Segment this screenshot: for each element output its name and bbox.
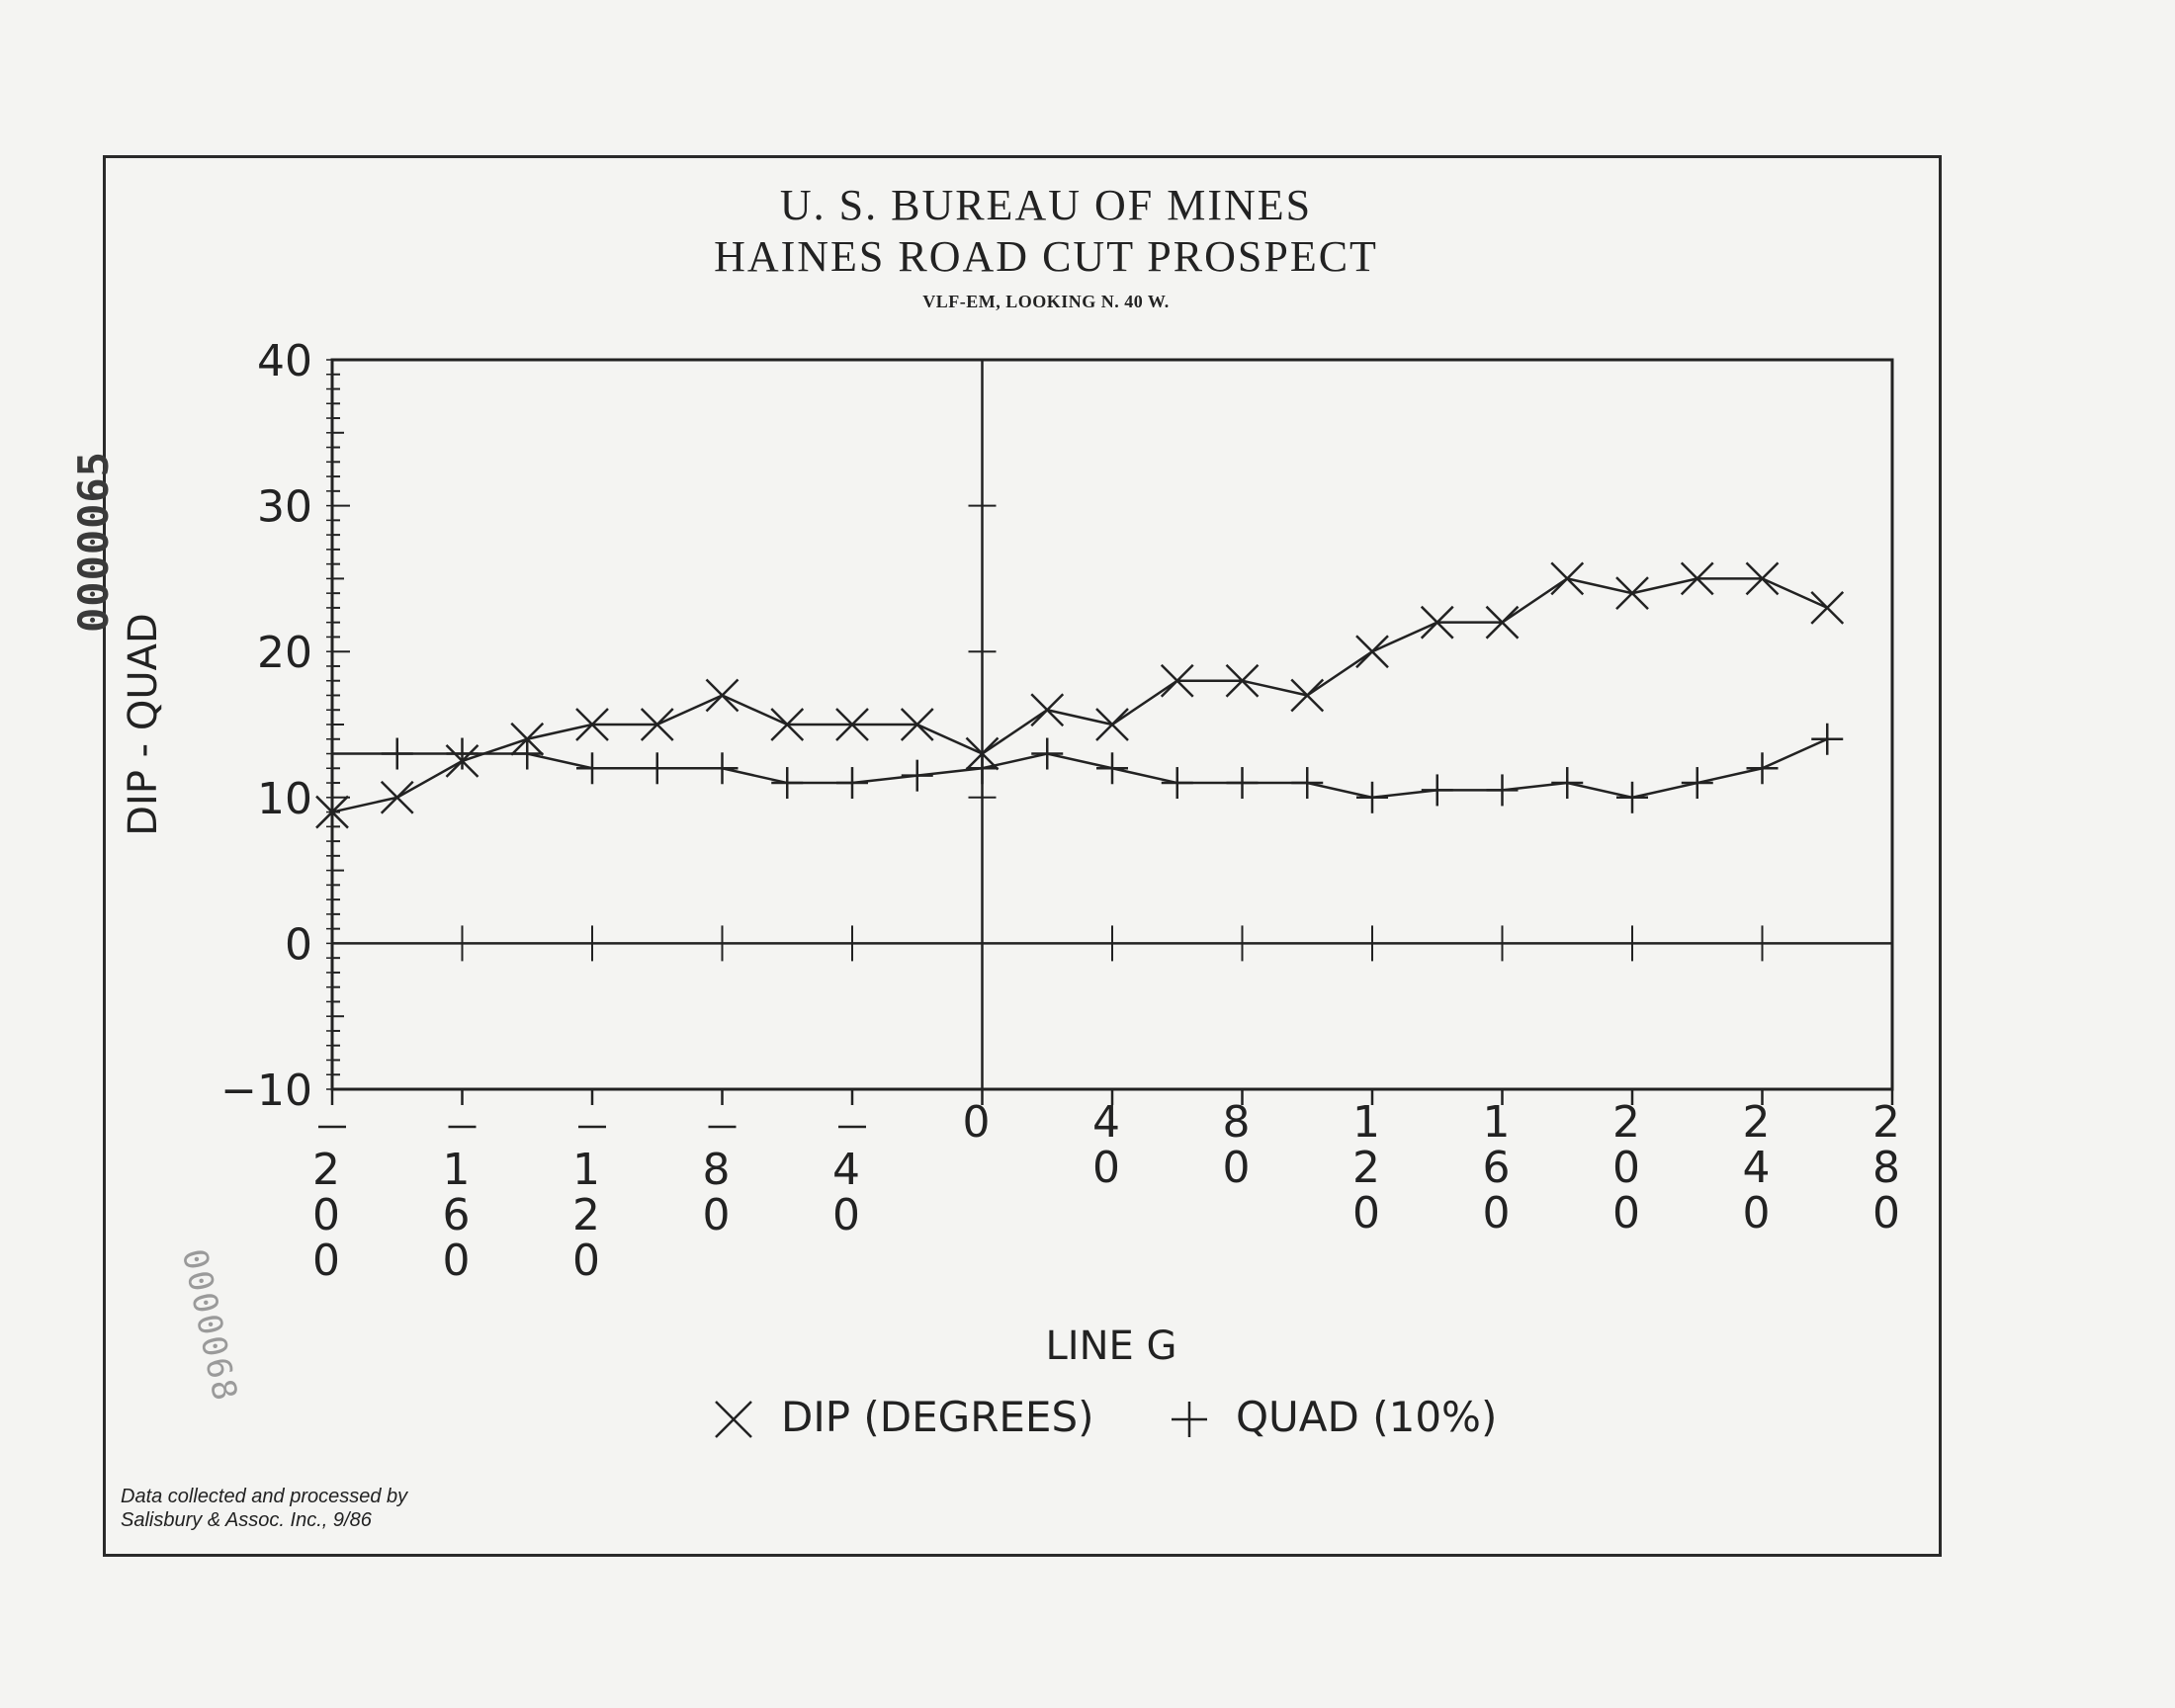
x-tick-label-digit: 8 — [1872, 1143, 1900, 1193]
chart-title: U. S. BUREAU OF MINES — [779, 181, 1313, 229]
credit-line-1: Data collected and processed by — [121, 1486, 408, 1507]
x-tick-label-digit: 0 — [312, 1190, 340, 1240]
dip-point — [380, 780, 414, 814]
dip-point — [575, 708, 609, 741]
x-tick-label-digit: 0 — [1872, 1188, 1900, 1238]
x-tick-label-digit: 8 — [1223, 1097, 1251, 1148]
x-tick-label-digit: 0 — [1612, 1188, 1640, 1238]
x-tick-label-digit: 1 — [572, 1145, 600, 1195]
dip-point — [1745, 561, 1780, 596]
dip-point — [1095, 708, 1129, 741]
dip-point — [1485, 605, 1520, 640]
x-tick-label-digit: 0 — [703, 1190, 731, 1240]
dip-point — [1615, 576, 1649, 611]
x-tick-label-digit: 4 — [832, 1145, 860, 1195]
x-tick-label-digit: 6 — [443, 1190, 471, 1240]
dip-point — [1550, 561, 1585, 596]
dip-point — [835, 708, 869, 741]
legend-quad-label: QUAD (10%) — [1236, 1393, 1497, 1441]
dip-point — [640, 708, 674, 741]
dip-point — [1290, 678, 1325, 713]
y-tick-label: 10 — [257, 774, 312, 824]
x-tick-label-digit: 2 — [1872, 1097, 1900, 1148]
dip-point — [1160, 663, 1194, 698]
dip-point — [1680, 561, 1714, 596]
dip-point — [1420, 605, 1454, 640]
x-tick-label-digit: 0 — [1223, 1143, 1251, 1193]
dip-series-line — [331, 577, 1828, 813]
x-tick-label-digit: 0 — [1612, 1143, 1640, 1193]
x-tick-label-digit: 2 — [312, 1145, 340, 1195]
x-tick-label-digit: 8 — [703, 1145, 731, 1195]
x-tick-label-digit: 2 — [1612, 1097, 1640, 1148]
y-tick-label: 0 — [285, 919, 312, 970]
x-tick-label-digit: 2 — [572, 1190, 600, 1240]
x-tick-label-digit: 4 — [1092, 1097, 1120, 1148]
x-tick-label-digit: 4 — [1743, 1143, 1771, 1193]
x-tick-label-digit: 6 — [1483, 1143, 1511, 1193]
x-tick-label-digit: 1 — [1483, 1097, 1511, 1148]
chart-subtitle: HAINES ROAD CUT PROSPECT — [714, 232, 1378, 281]
x-tick-label-digit: 2 — [1352, 1143, 1380, 1193]
chart-frame — [103, 155, 1942, 1557]
chart-survey-note: VLF-EM, LOOKING N. 40 W. — [922, 292, 1170, 311]
dip-point — [705, 678, 740, 713]
credit-note: Data collected and processed by Salisbur… — [121, 1485, 407, 1532]
legend-dip-marker — [715, 1401, 752, 1438]
x-tick-label-digit: 1 — [443, 1145, 471, 1195]
x-tick-label-digit: 0 — [1483, 1188, 1511, 1238]
legend-dip-label: DIP (DEGREES) — [781, 1393, 1094, 1441]
document-stamp: 0000065 — [69, 450, 118, 633]
dip-point — [1030, 693, 1065, 727]
dip-point — [900, 708, 934, 741]
y-tick-label: 20 — [257, 628, 312, 678]
x-tick-label-digit: 0 — [443, 1236, 471, 1286]
x-tick-label-digit: 0 — [832, 1190, 860, 1240]
x-tick-label-digit: 0 — [312, 1236, 340, 1286]
x-tick-label-digit: 0 — [1092, 1143, 1120, 1193]
y-tick-label: −10 — [220, 1066, 312, 1116]
dip-point — [770, 708, 805, 741]
y-tick-label: 30 — [257, 482, 312, 533]
credit-line-2: Salisbury & Assoc. Inc., 9/86 — [121, 1509, 372, 1531]
x-axis-label: LINE G — [1046, 1324, 1177, 1369]
dip-point — [1225, 663, 1260, 698]
dip-point — [1810, 591, 1845, 625]
dip-point — [315, 795, 349, 829]
x-tick-label-digit: 2 — [1743, 1097, 1771, 1148]
y-tick-label: 40 — [257, 336, 312, 386]
x-tick-label-digit: 0 — [1352, 1188, 1380, 1238]
dip-point — [1355, 635, 1389, 669]
x-tick-label-digit: 1 — [1352, 1097, 1380, 1148]
x-tick-label-digit: 0 — [1743, 1188, 1771, 1238]
x-tick-label-digit: 0 — [572, 1236, 600, 1286]
y-axis-label: DIP - QUAD — [121, 613, 166, 836]
x-tick-label-digit: 0 — [963, 1097, 991, 1148]
